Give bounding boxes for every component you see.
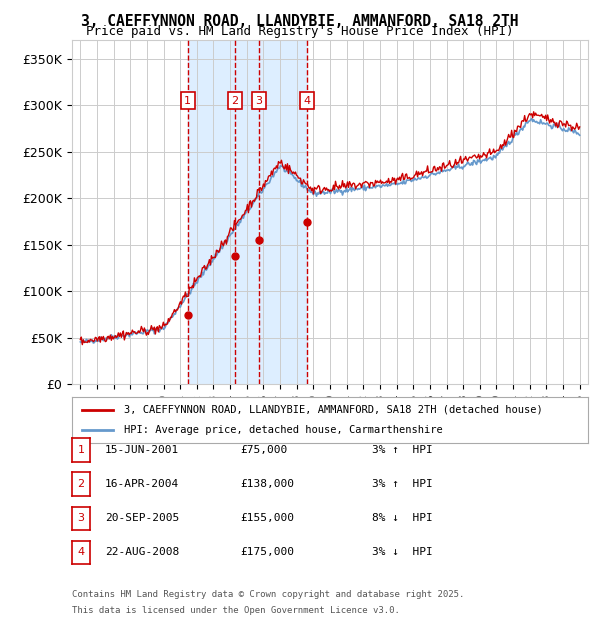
Bar bbox=[259, 40, 307, 384]
Text: 3% ↑  HPI: 3% ↑ HPI bbox=[372, 445, 433, 455]
Text: 1: 1 bbox=[77, 445, 85, 455]
Text: 2: 2 bbox=[77, 479, 85, 489]
Text: 3, CAEFFYNNON ROAD, LLANDYBIE, AMMANFORD, SA18 2TH (detached house): 3, CAEFFYNNON ROAD, LLANDYBIE, AMMANFORD… bbox=[124, 405, 542, 415]
Text: 16-APR-2004: 16-APR-2004 bbox=[105, 479, 179, 489]
Text: 3, CAEFFYNNON ROAD, LLANDYBIE, AMMANFORD, SA18 2TH: 3, CAEFFYNNON ROAD, LLANDYBIE, AMMANFORD… bbox=[81, 14, 519, 29]
Text: This data is licensed under the Open Government Licence v3.0.: This data is licensed under the Open Gov… bbox=[72, 606, 400, 616]
Text: £75,000: £75,000 bbox=[240, 445, 287, 455]
Text: Contains HM Land Registry data © Crown copyright and database right 2025.: Contains HM Land Registry data © Crown c… bbox=[72, 590, 464, 600]
Text: 8% ↓  HPI: 8% ↓ HPI bbox=[372, 513, 433, 523]
Text: 3: 3 bbox=[77, 513, 85, 523]
Text: 4: 4 bbox=[77, 547, 85, 557]
Text: 1: 1 bbox=[184, 95, 191, 106]
Point bbox=[230, 251, 240, 261]
Text: 3% ↑  HPI: 3% ↑ HPI bbox=[372, 479, 433, 489]
Text: £155,000: £155,000 bbox=[240, 513, 294, 523]
Text: 4: 4 bbox=[304, 95, 311, 106]
Text: Price paid vs. HM Land Registry's House Price Index (HPI): Price paid vs. HM Land Registry's House … bbox=[86, 25, 514, 38]
Point bbox=[183, 309, 193, 320]
Text: 2: 2 bbox=[232, 95, 239, 106]
Point bbox=[254, 235, 263, 245]
Text: 3: 3 bbox=[255, 95, 262, 106]
Text: HPI: Average price, detached house, Carmarthenshire: HPI: Average price, detached house, Carm… bbox=[124, 425, 442, 435]
Point bbox=[302, 216, 312, 226]
Text: £175,000: £175,000 bbox=[240, 547, 294, 557]
Bar bbox=[188, 40, 235, 384]
Text: 15-JUN-2001: 15-JUN-2001 bbox=[105, 445, 179, 455]
Text: 20-SEP-2005: 20-SEP-2005 bbox=[105, 513, 179, 523]
Bar bbox=[235, 40, 259, 384]
Text: 3% ↓  HPI: 3% ↓ HPI bbox=[372, 547, 433, 557]
Text: 22-AUG-2008: 22-AUG-2008 bbox=[105, 547, 179, 557]
Text: £138,000: £138,000 bbox=[240, 479, 294, 489]
